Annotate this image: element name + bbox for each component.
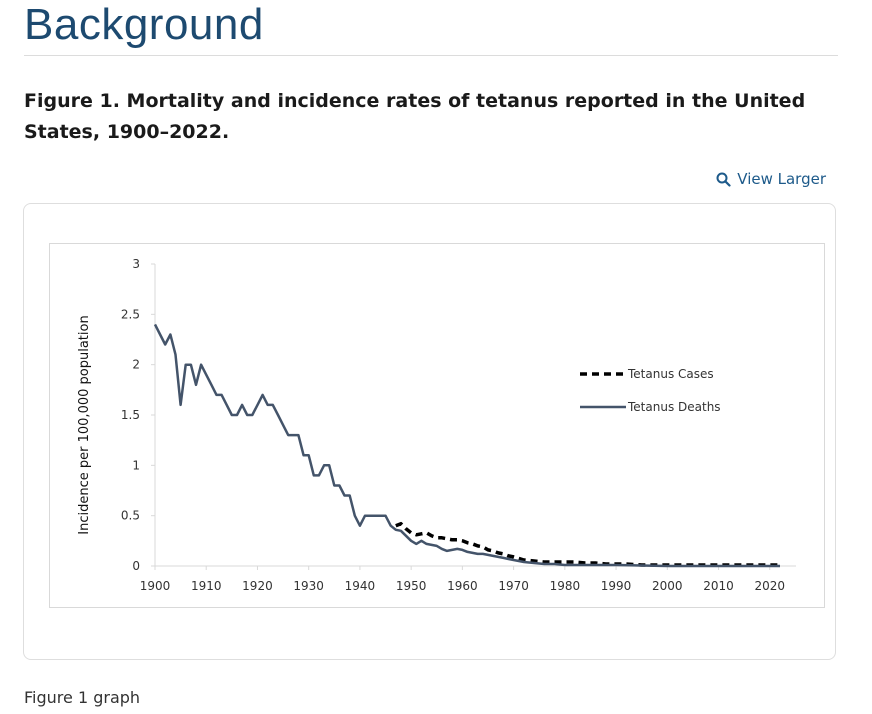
legend-label-deaths: Tetanus Deaths: [627, 400, 721, 414]
figure-alt-label: Figure 1 graph: [24, 688, 141, 707]
y-tick-label: 0.5: [121, 509, 140, 523]
y-tick-label: 2: [132, 358, 140, 372]
x-tick-label: 2020: [754, 579, 785, 593]
y-tick-label: 3: [132, 257, 140, 271]
x-tick-label: 2000: [652, 579, 683, 593]
y-tick-label: 1: [132, 458, 140, 472]
title-divider: [24, 55, 838, 56]
x-tick-label: 1970: [498, 579, 529, 593]
search-icon: [716, 172, 731, 187]
x-tick-label: 1900: [140, 579, 171, 593]
view-larger-link[interactable]: View Larger: [716, 170, 826, 188]
x-tick-label: 1990: [601, 579, 632, 593]
x-tick-label: 1980: [550, 579, 581, 593]
x-tick-label: 1930: [293, 579, 324, 593]
figure-caption: Figure 1. Mortality and incidence rates …: [24, 90, 806, 143]
y-tick-label: 2.5: [121, 307, 140, 321]
x-tick-label: 1940: [345, 579, 376, 593]
series-line-tetanus-deaths: [153, 323, 780, 568]
x-tick-label: 2010: [703, 579, 734, 593]
view-larger-label: View Larger: [737, 170, 826, 188]
y-axis-label: Incidence per 100,000 population: [77, 315, 92, 534]
x-tick-label: 1960: [447, 579, 478, 593]
series-line-tetanus-cases: [395, 521, 780, 567]
x-tick-label: 1950: [396, 579, 427, 593]
x-tick-label: 1910: [191, 579, 222, 593]
y-tick-label: 1.5: [121, 408, 140, 422]
y-tick-label: 0: [132, 559, 140, 573]
section-title: Background: [24, 0, 264, 49]
x-tick-label: 1920: [242, 579, 273, 593]
legend-label-cases: Tetanus Cases: [627, 367, 714, 381]
